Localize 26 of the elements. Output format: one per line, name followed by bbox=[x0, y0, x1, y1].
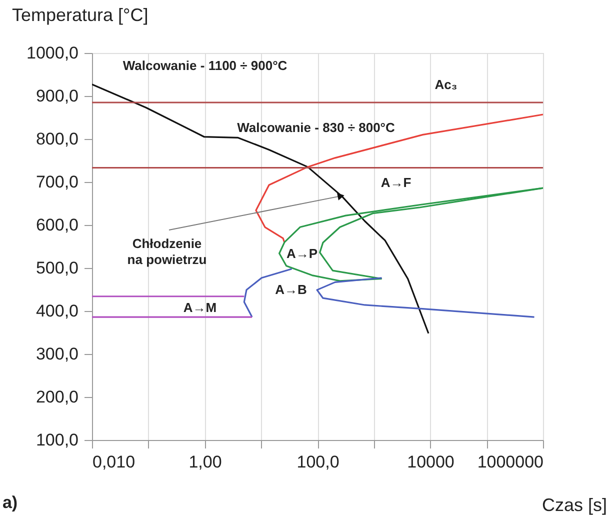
annotation: Ac₃ bbox=[434, 77, 458, 92]
text: a) bbox=[2, 493, 18, 512]
annotation: A→F bbox=[380, 175, 412, 190]
annotation: Walcowanie - 830 ÷ 800°C bbox=[237, 120, 396, 135]
y-tick-label: 600,0 bbox=[36, 216, 78, 234]
y-tick-label: 700,0 bbox=[36, 172, 78, 192]
y-tick-label: 900,0 bbox=[36, 86, 78, 106]
annotation: A→P bbox=[286, 246, 318, 261]
x-axis-title: Czas [s] bbox=[542, 495, 607, 515]
x-tick-label: 0,010 bbox=[92, 452, 136, 472]
y-tick-label: 500,0 bbox=[36, 258, 78, 278]
annotation: Chłodzenie na powietrzu bbox=[127, 236, 207, 267]
x-tick-label: 100,0 bbox=[296, 452, 340, 472]
y-tick-label: 100,0 bbox=[36, 430, 78, 450]
annotation: A→B bbox=[275, 282, 307, 297]
y-tick-label: 400,0 bbox=[36, 302, 78, 320]
y-axis-title: Temperatura [°C] bbox=[12, 5, 148, 25]
y-tick-label: 200,0 bbox=[36, 388, 78, 406]
y-tick-label: 300,0 bbox=[36, 344, 78, 364]
x-tick-label: 1000000 bbox=[477, 452, 544, 472]
annotation: A→M bbox=[183, 300, 217, 315]
y-tick-label: 1000,0 bbox=[26, 44, 78, 62]
x-tick-label: 10000 bbox=[407, 452, 454, 472]
annotation: Walcowanie - 1100 ÷ 900°C bbox=[122, 58, 288, 73]
y-tick-label: 800,0 bbox=[36, 130, 78, 148]
x-tick-label: 1,00 bbox=[188, 452, 222, 472]
